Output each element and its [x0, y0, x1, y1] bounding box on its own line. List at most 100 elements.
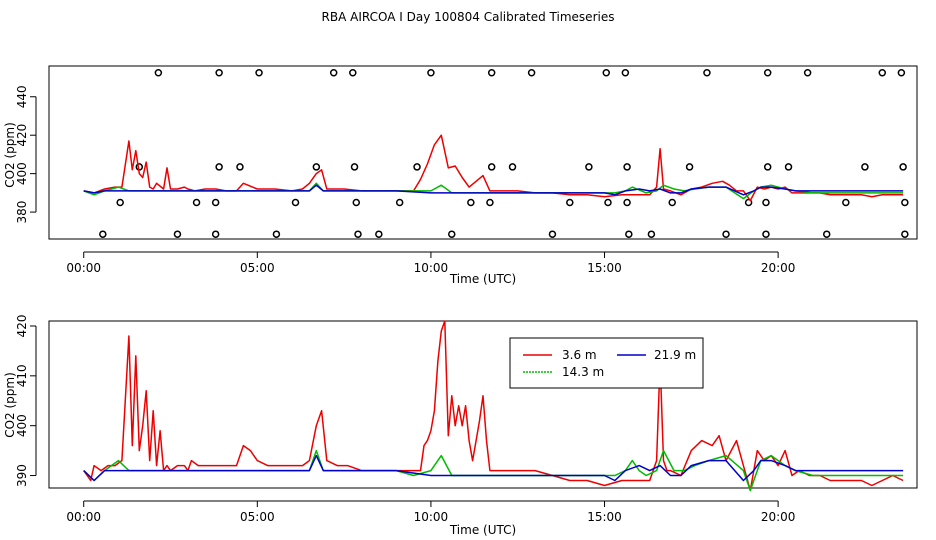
flag-marker	[255, 68, 263, 77]
flag-marker	[623, 163, 631, 171]
legend-label-3-6m: 3.6 m	[562, 348, 597, 362]
flag-marker	[215, 68, 223, 77]
flag-marker	[822, 230, 831, 238]
flag-marker	[625, 230, 633, 238]
flag-marker	[192, 198, 201, 207]
flag-marker	[763, 163, 772, 171]
flag-marker	[604, 198, 612, 207]
y-tick-label-top: 400	[15, 162, 29, 185]
flag-marker	[647, 230, 656, 238]
series-line-3-6-m	[83, 320, 904, 492]
flag-marker	[897, 68, 906, 77]
y-tick-label-bottom: 390	[15, 464, 29, 487]
x-tick-label-top: 05:00	[240, 261, 275, 275]
y-tick-label-top: 420	[15, 124, 29, 147]
flag-marker	[842, 198, 850, 207]
flag-marker	[427, 68, 435, 77]
flag-marker	[901, 198, 909, 207]
x-axis-title-top: Time (UTC)	[449, 272, 516, 286]
flag-marker	[116, 198, 124, 207]
flag-marker	[413, 163, 421, 171]
x-tick-label-bottom: 20:00	[761, 510, 796, 524]
flag-marker	[352, 198, 361, 207]
flag-marker	[899, 163, 907, 171]
flag-marker	[312, 163, 321, 171]
flag-marker	[487, 68, 496, 77]
flag-marker	[395, 198, 404, 207]
series-line-21-9-m	[83, 454, 904, 482]
flag-marker	[173, 230, 182, 238]
flag-marker	[762, 230, 770, 238]
flag-marker	[621, 68, 630, 77]
flag-marker	[211, 198, 220, 207]
series-line-3-6-m	[83, 134, 904, 202]
y-axis-title-bottom: CO2 (ppm)	[3, 372, 17, 438]
x-tick-label-top: 10:00	[414, 261, 449, 275]
x-tick-label-top: 00:00	[66, 261, 101, 275]
legend-label-14-3m: 14.3 m	[562, 365, 604, 379]
plot-frame-top	[48, 65, 918, 240]
flag-marker	[508, 163, 517, 171]
flag-marker	[211, 230, 220, 238]
y-tick-label-bottom: 420	[15, 315, 29, 338]
x-axis-title-bottom: Time (UTC)	[449, 523, 516, 537]
flag-marker	[685, 163, 694, 171]
flag-marker	[354, 230, 362, 238]
y-axis-bottom: 390 400 410 420	[15, 315, 37, 487]
panel-bottom: 00:00 05:00 10:00 15:00 20:00 390 400 410 420 T…	[3, 315, 918, 537]
flag-marker	[527, 68, 536, 77]
flag-marker	[703, 68, 711, 77]
flag-marker	[901, 230, 909, 238]
flag-marker	[486, 198, 494, 207]
flag-marker	[154, 68, 163, 77]
flag-marker	[878, 68, 887, 77]
flag-marker	[448, 230, 456, 238]
flag-marker	[722, 230, 730, 238]
x-axis-bottom: 00:00 05:00 10:00 15:00 20:00	[66, 500, 796, 524]
series-line-21-9-m	[83, 184, 904, 196]
y-tick-label-top: 380	[15, 201, 29, 224]
flag-marker	[803, 68, 812, 77]
y-tick-label-bottom: 400	[15, 414, 29, 437]
series-layer-top	[83, 134, 904, 202]
legend-box	[509, 337, 704, 389]
flag-marker	[548, 230, 557, 238]
x-tick-label-bottom: 10:00	[414, 510, 449, 524]
marker-layer-top	[99, 68, 909, 238]
x-tick-label-bottom: 05:00	[240, 510, 275, 524]
flag-marker	[291, 198, 300, 207]
flag-marker	[861, 163, 869, 171]
flag-marker	[329, 68, 338, 77]
flag-marker	[467, 198, 475, 207]
plot-frame-bottom	[48, 320, 918, 489]
flag-marker	[585, 163, 593, 171]
flag-marker	[375, 230, 383, 238]
figure-title: RBA AIRCOA I Day 100804 Calibrated Times…	[322, 10, 615, 24]
flag-marker	[784, 163, 793, 171]
panel-top: 00:00 05:00 10:00 15:00 20:00 380 400 420 440 T…	[3, 65, 918, 286]
flag-marker	[623, 198, 631, 207]
y-axis-top: 380 400 420 440	[15, 85, 37, 224]
flag-marker	[349, 68, 357, 77]
x-tick-label-top: 20:00	[761, 261, 796, 275]
legend-label-21-9m: 21.9 m	[654, 348, 696, 362]
x-tick-label-top: 15:00	[587, 261, 622, 275]
flag-marker	[566, 198, 574, 207]
x-tick-label-bottom: 00:00	[66, 510, 101, 524]
flag-marker	[762, 198, 770, 207]
flag-marker	[763, 68, 772, 77]
y-tick-label-top: 440	[15, 85, 29, 108]
series-layer-bottom	[83, 320, 904, 492]
x-tick-label-bottom: 15:00	[587, 510, 622, 524]
flag-marker	[236, 163, 244, 171]
flag-marker	[272, 230, 281, 238]
flag-marker	[215, 163, 223, 171]
flag-marker	[99, 230, 107, 238]
flag-marker	[350, 163, 359, 171]
flag-marker	[602, 68, 611, 77]
x-axis-top: 00:00 05:00 10:00 15:00 20:00	[66, 251, 796, 275]
legend: 3.6 m 21.9 m 14.3 m	[509, 337, 704, 389]
flag-marker	[487, 163, 496, 171]
y-tick-label-bottom: 410	[15, 364, 29, 387]
